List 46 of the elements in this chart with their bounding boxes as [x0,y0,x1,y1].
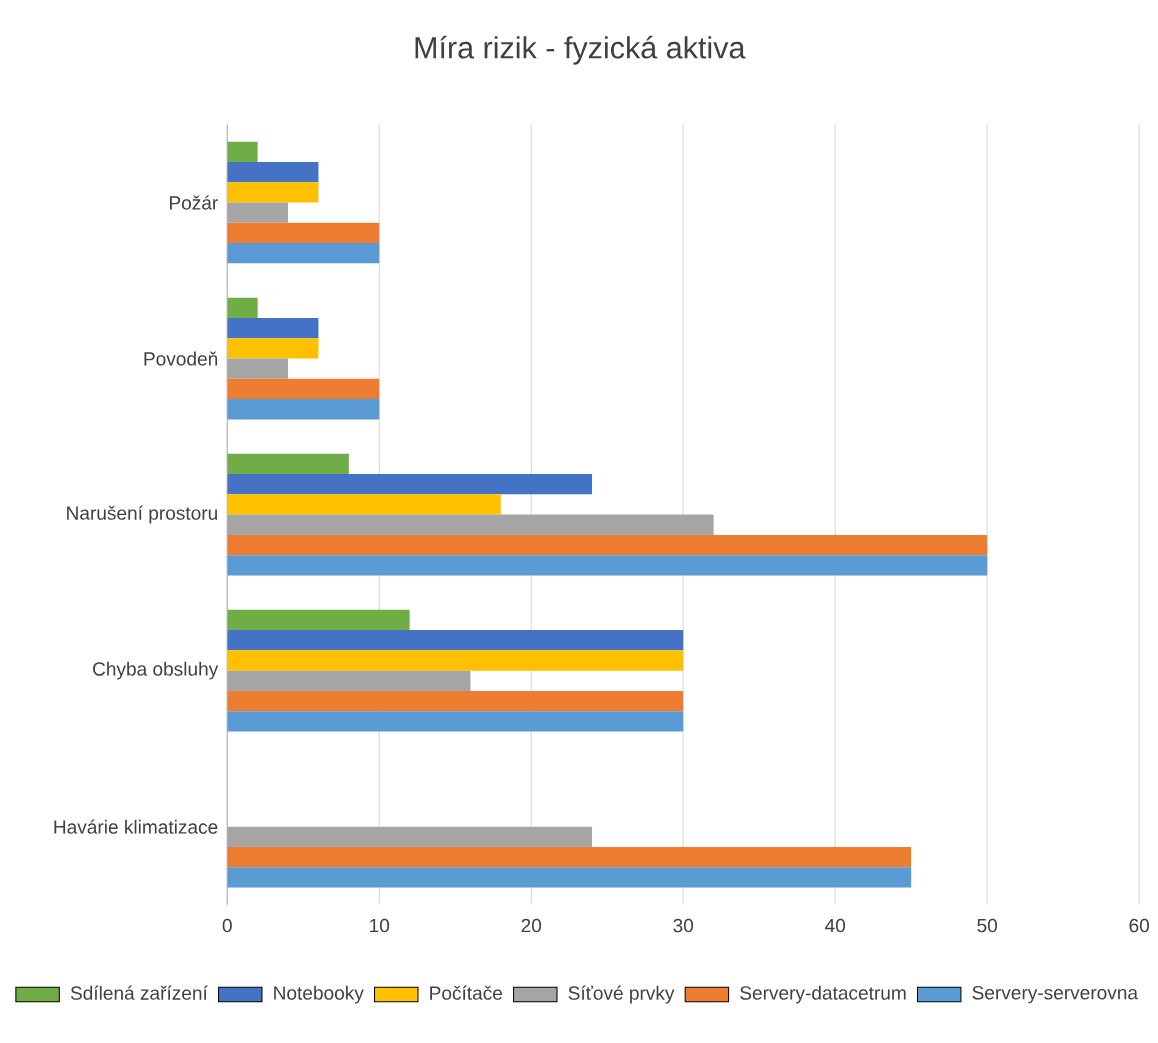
bar [227,650,684,671]
bar [227,609,410,631]
x-tick-label: 20 [521,918,542,933]
bar [227,243,380,264]
bar [227,453,349,475]
x-tick-label: 40 [825,918,846,933]
bar [227,161,319,183]
bar [227,141,258,162]
bar [227,474,593,495]
bar [227,338,319,359]
bar [227,378,380,400]
bar [227,297,258,319]
y-tick-label: Narušení prostoru [67,505,217,524]
legend-label: Servery-datacetrum [740,985,906,1004]
bar [227,826,593,847]
legend-label: Notebooky [274,985,364,1004]
y-tick-label: Požár [169,195,218,210]
y-tick-label: Chyba obsluhy [93,661,219,680]
bar [227,555,988,576]
x-tick-label: 0 [222,918,232,933]
bar [227,182,319,203]
chart-title: Míra rizik - fyzická aktiva [415,35,746,65]
bar [227,358,289,379]
bar [227,494,501,515]
bar [227,630,684,651]
legend-label: Servery-serverovna [972,985,1139,1004]
x-tick-label: 60 [1129,918,1150,933]
y-tick-label: Povodeň [144,351,218,366]
bar [227,846,912,868]
y-tick-label: Havárie klimatizace [54,819,218,834]
legend-label: Síťové prvky [568,985,675,1004]
bar [227,399,380,420]
x-tick-label: 30 [673,918,694,933]
bar [227,222,380,244]
bar [227,867,912,888]
legend-label: Počítače [430,985,503,1000]
x-tick-label: 50 [977,918,998,933]
bar [227,534,988,556]
legend-label: Sdílená zařízení [70,985,208,1000]
bar [227,670,471,691]
bar [227,711,684,732]
bar [227,514,714,535]
bar [227,690,684,712]
bar [227,202,289,223]
bar [227,318,319,339]
x-tick-label: 10 [370,918,390,933]
